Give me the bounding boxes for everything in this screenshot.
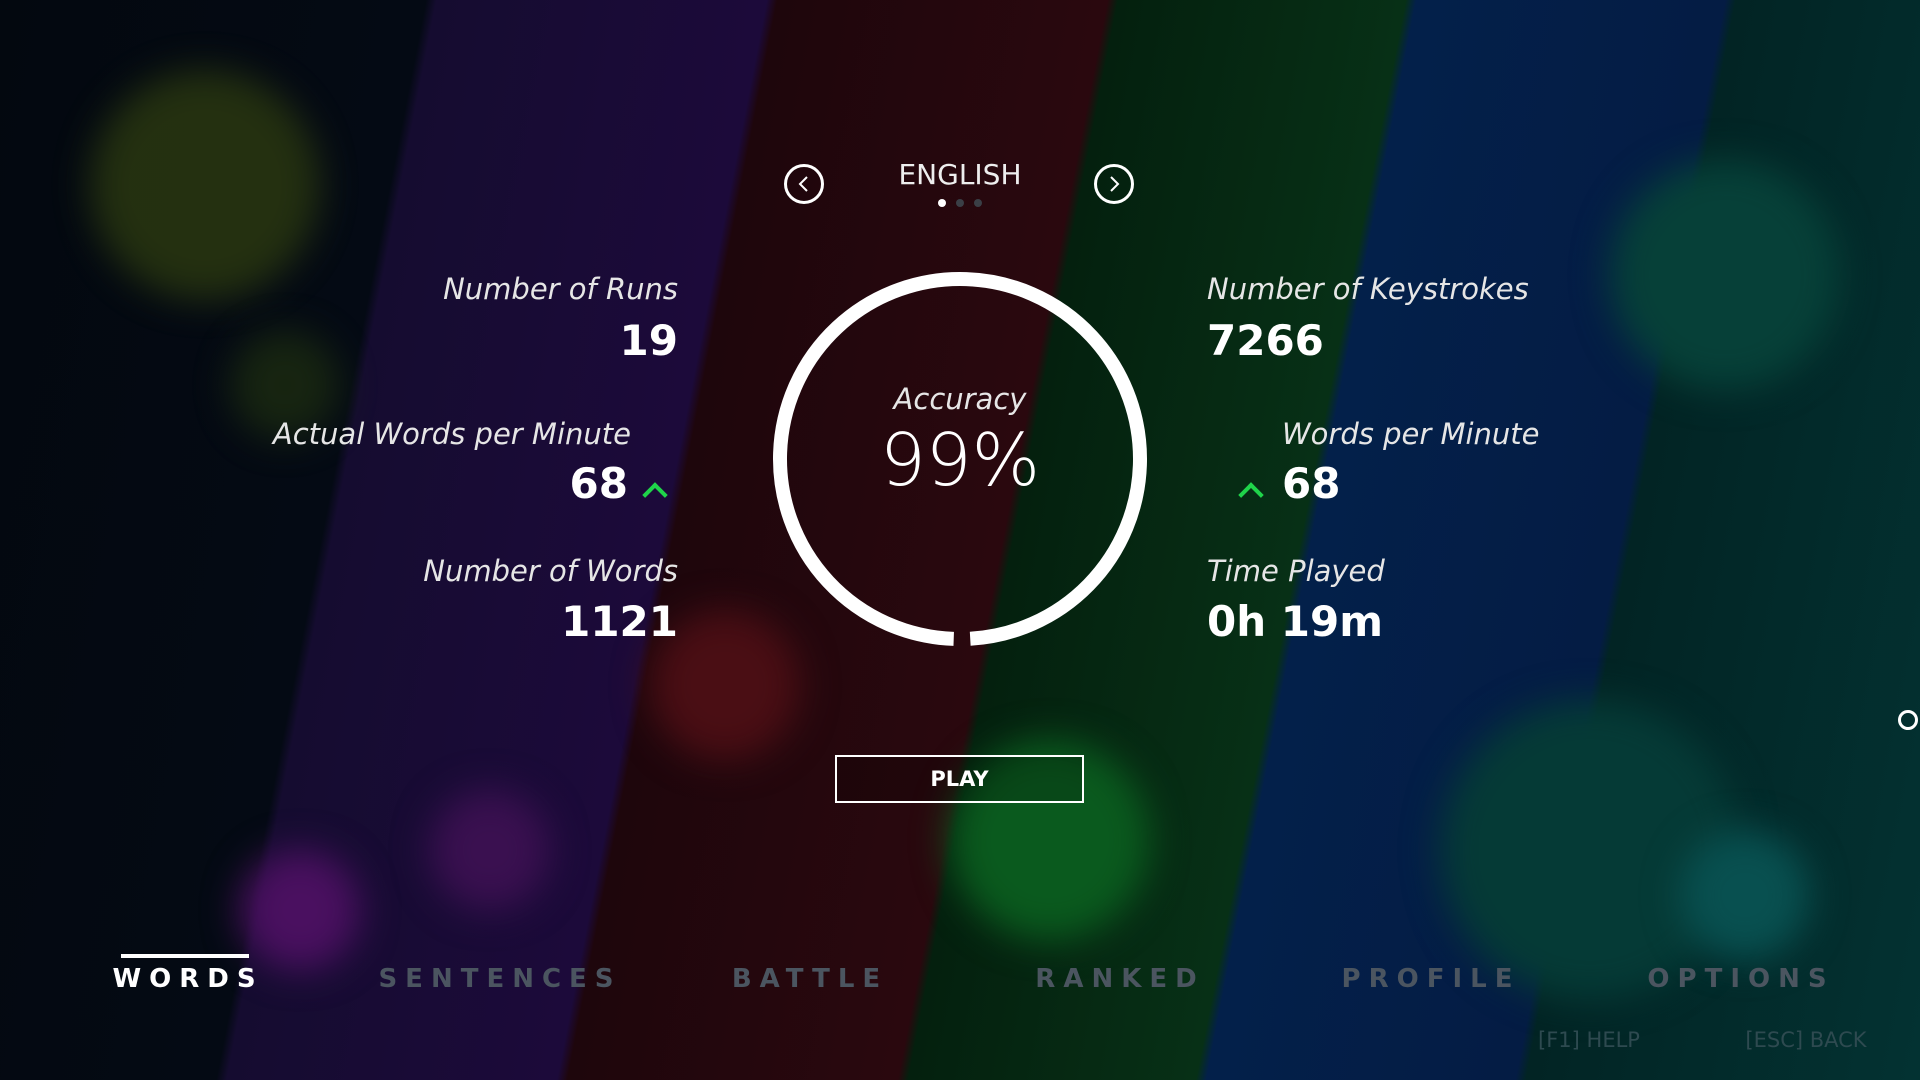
back-hint[interactable]: [ESC] BACK xyxy=(1745,1028,1867,1052)
tab-ranked[interactable]: RANKED xyxy=(1035,964,1205,994)
runs-value: 19 xyxy=(619,316,678,365)
tab-options[interactable]: OPTIONS xyxy=(1647,964,1835,994)
page-dot[interactable] xyxy=(938,199,946,207)
page-dot[interactable] xyxy=(956,199,964,207)
accuracy-value: 99% xyxy=(879,418,1041,502)
play-button[interactable]: PLAY xyxy=(835,755,1084,803)
wpm-label: Words per Minute xyxy=(1282,417,1540,451)
page-dot[interactable] xyxy=(974,199,982,207)
next-language-button[interactable] xyxy=(1094,164,1134,204)
runs-label: Number of Runs xyxy=(443,272,678,306)
tab-battle[interactable]: BATTLE xyxy=(731,964,889,994)
actual-wpm-label: Actual Words per Minute xyxy=(272,417,631,451)
previous-language-button[interactable] xyxy=(784,164,824,204)
actual-wpm-value: 68 xyxy=(569,459,628,508)
tab-profile[interactable]: PROFILE xyxy=(1341,964,1521,994)
time-played-label: Time Played xyxy=(1207,554,1385,588)
accuracy-ring xyxy=(773,272,1147,646)
loading-circle-icon xyxy=(1898,710,1918,730)
language-title: ENGLISH xyxy=(898,158,1022,191)
words-value: 1121 xyxy=(561,597,678,646)
active-tab-indicator xyxy=(121,954,249,958)
keystrokes-value: 7266 xyxy=(1207,316,1324,365)
page-dots xyxy=(860,198,1060,207)
tab-sentences[interactable]: SENTENCES xyxy=(378,964,622,994)
keystrokes-label: Number of Keystrokes xyxy=(1207,272,1529,306)
words-label: Number of Words xyxy=(423,554,678,588)
wpm-value: 68 xyxy=(1282,459,1341,508)
tab-words[interactable]: WORDS xyxy=(112,964,264,994)
time-played-value: 0h 19m xyxy=(1207,597,1383,646)
help-hint[interactable]: [F1] HELP xyxy=(1538,1028,1640,1052)
chevron-left-icon xyxy=(798,176,808,192)
chevron-right-icon xyxy=(1110,176,1120,192)
accuracy-label: Accuracy xyxy=(893,382,1027,416)
